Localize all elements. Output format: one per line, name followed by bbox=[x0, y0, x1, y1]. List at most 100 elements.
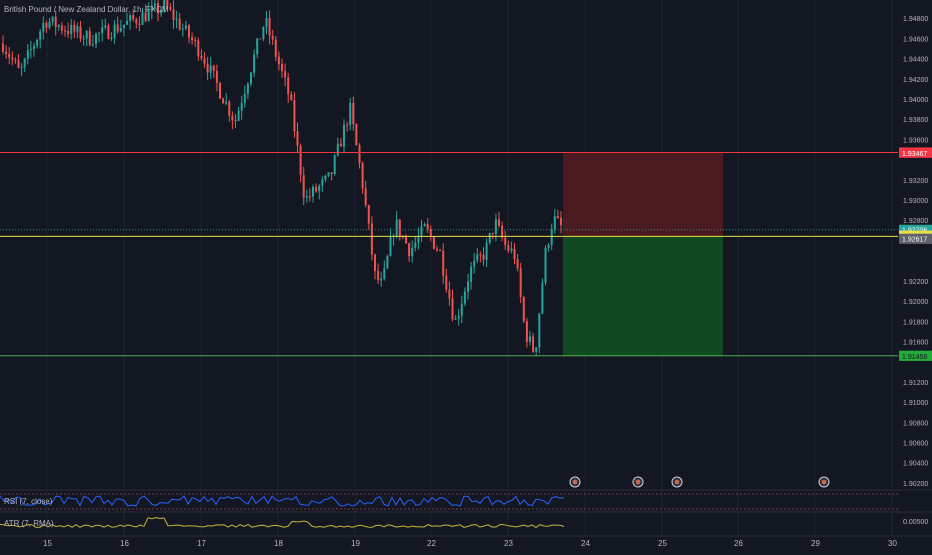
candle-body-24 bbox=[76, 26, 79, 32]
event-marker-dot-3 bbox=[821, 479, 827, 485]
candle-body-93 bbox=[290, 94, 293, 101]
candle-body-134 bbox=[417, 236, 420, 243]
candle-body-32 bbox=[101, 27, 104, 34]
candle-body-54 bbox=[169, 7, 172, 10]
price-badge-5 bbox=[899, 233, 932, 244]
candle-body-80 bbox=[250, 72, 252, 84]
candle-body-72 bbox=[225, 101, 228, 104]
candle-body-166 bbox=[516, 259, 519, 269]
candle-body-11 bbox=[36, 39, 39, 46]
candle-body-20 bbox=[64, 30, 66, 32]
candle-body-105 bbox=[327, 172, 330, 176]
candle-body-33 bbox=[104, 25, 107, 28]
candle-body-161 bbox=[501, 225, 504, 238]
price-badge-label-5: 1.92617 bbox=[902, 237, 927, 244]
candle-body-121 bbox=[377, 270, 380, 281]
candle-body-0 bbox=[2, 43, 4, 52]
candle-body-101 bbox=[315, 186, 318, 192]
candle-body-7 bbox=[23, 58, 26, 68]
candle-body-152 bbox=[473, 260, 476, 267]
candle-body-95 bbox=[296, 131, 299, 146]
price-badge-7 bbox=[899, 350, 932, 361]
candle-body-138 bbox=[429, 229, 432, 237]
candle-body-82 bbox=[256, 38, 259, 55]
candle-body-165 bbox=[513, 248, 516, 260]
candle-body-83 bbox=[259, 38, 262, 40]
y-tick-label-18: 1.90400 bbox=[903, 461, 928, 468]
candle-body-173 bbox=[538, 313, 541, 348]
candle-body-34 bbox=[107, 25, 110, 39]
candle-body-46 bbox=[144, 12, 147, 22]
candle-body-60 bbox=[188, 25, 190, 38]
price-badge-label-7: 1.91458 bbox=[902, 354, 927, 361]
candle-body-124 bbox=[386, 255, 389, 269]
candle-body-177 bbox=[550, 229, 553, 245]
candle-body-96 bbox=[299, 145, 302, 176]
candle-body-118 bbox=[367, 205, 370, 224]
candle-body-91 bbox=[284, 71, 287, 78]
candle-body-12 bbox=[39, 31, 42, 40]
candle-body-172 bbox=[535, 347, 538, 352]
candle-body-147 bbox=[457, 315, 460, 319]
y-tick-label-9: 1.92800 bbox=[903, 218, 928, 225]
candle-body-132 bbox=[411, 247, 414, 257]
candle-body-1 bbox=[5, 51, 8, 54]
x-tick-label-3: 18 bbox=[274, 539, 283, 548]
x-tick-label-5: 22 bbox=[427, 539, 436, 548]
rsi-line bbox=[0, 495, 565, 507]
candle-body-143 bbox=[445, 275, 448, 290]
candle-body-100 bbox=[312, 186, 314, 197]
candle-body-36 bbox=[113, 24, 116, 38]
candle-body-127 bbox=[395, 219, 398, 236]
candle-body-45 bbox=[141, 12, 144, 25]
candle-body-116 bbox=[361, 163, 364, 189]
atr-label: ATR (7, RMA) bbox=[4, 519, 54, 528]
candle-body-21 bbox=[67, 30, 70, 34]
candle-body-59 bbox=[184, 25, 187, 29]
candle-body-75 bbox=[234, 120, 237, 122]
candle-body-122 bbox=[380, 278, 383, 281]
candle-body-94 bbox=[293, 100, 296, 132]
candle-body-120 bbox=[374, 254, 376, 271]
candle-body-41 bbox=[129, 15, 132, 21]
candle-body-133 bbox=[414, 242, 417, 248]
candle-body-160 bbox=[498, 219, 500, 226]
candle-body-15 bbox=[48, 21, 51, 28]
candle-body-39 bbox=[122, 24, 125, 28]
candle-body-125 bbox=[389, 237, 392, 256]
candle-body-89 bbox=[277, 56, 280, 65]
chart-title: British Pound / New Zealand Dollar, 1h, … bbox=[4, 5, 169, 14]
y-tick-label-14: 1.91200 bbox=[903, 380, 928, 387]
candle-body-169 bbox=[525, 321, 528, 342]
candle-body-110 bbox=[343, 124, 345, 147]
candle-body-61 bbox=[191, 37, 194, 41]
candle-body-137 bbox=[426, 224, 429, 230]
candle-body-48 bbox=[150, 5, 153, 11]
x-tick-label-10: 29 bbox=[811, 539, 820, 548]
candle-body-179 bbox=[556, 216, 559, 218]
candle-body-79 bbox=[246, 83, 249, 94]
candle-body-6 bbox=[20, 67, 23, 69]
y-tick-label-16: 1.90800 bbox=[903, 420, 928, 427]
candle-body-107 bbox=[333, 155, 336, 174]
candle-body-136 bbox=[423, 224, 426, 227]
candle-body-74 bbox=[231, 115, 234, 121]
candle-body-145 bbox=[451, 298, 454, 320]
candle-body-37 bbox=[116, 24, 119, 32]
candle-body-43 bbox=[135, 19, 138, 24]
y-tick-label-11: 1.92000 bbox=[903, 299, 928, 306]
candle-body-119 bbox=[370, 223, 373, 255]
y-tick-label-13: 1.91600 bbox=[903, 339, 928, 346]
candle-body-158 bbox=[491, 233, 494, 235]
candle-body-69 bbox=[215, 70, 218, 84]
candle-body-159 bbox=[494, 219, 497, 234]
price-badge-2 bbox=[899, 224, 932, 235]
candle-body-109 bbox=[339, 143, 342, 147]
candle-body-175 bbox=[544, 247, 547, 283]
candle-body-35 bbox=[110, 37, 113, 39]
candle-body-40 bbox=[126, 20, 128, 25]
x-tick-label-4: 19 bbox=[351, 539, 360, 548]
x-tick-label-2: 17 bbox=[197, 539, 206, 548]
